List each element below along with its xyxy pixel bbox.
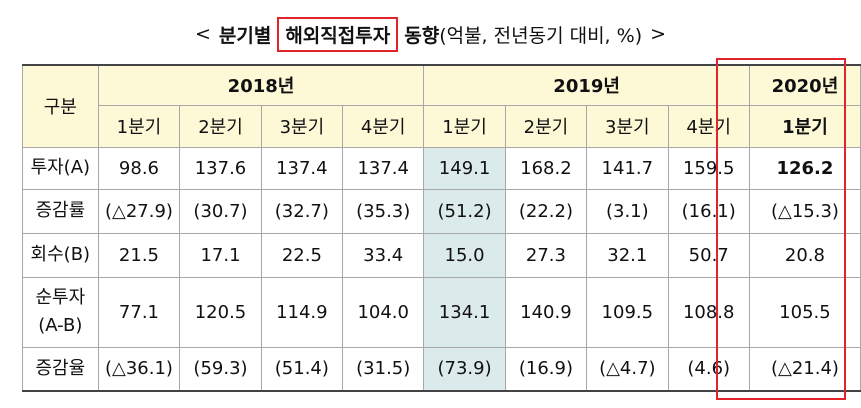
table-cell: (31.5)	[342, 346, 425, 392]
table-cell: (3.1)	[586, 188, 669, 234]
table-caption: < 분기별 해외직접투자 동향 (억불, 전년동기 대비, %) >	[0, 16, 861, 52]
table-cell: (32.7)	[260, 188, 344, 234]
table-cell: 33.4	[342, 232, 425, 278]
row-label-line1: 순투자	[35, 287, 86, 308]
table-cell: 141.7	[586, 146, 669, 190]
table-cell: (35.3)	[342, 188, 425, 234]
table-cell: 105.5	[748, 276, 861, 348]
table-cell: (△27.9)	[97, 188, 181, 234]
fdi-quarterly-table: 구분 2018년 2019년 2020년 1분기 2분기 3분기 4분기 1분기…	[22, 64, 861, 392]
row-label-line2: (A-B)	[38, 315, 83, 336]
row-label: 회수(B)	[22, 232, 99, 278]
year-header-2020: 2020년	[748, 64, 861, 106]
table-cell: (△15.3)	[748, 188, 861, 234]
table-cell: 17.1	[179, 232, 262, 278]
table-cell: 27.3	[504, 232, 588, 278]
quarter-header: 3분기	[586, 104, 669, 148]
caption-open-bracket: <	[194, 23, 211, 45]
quarter-header: 1분기	[748, 104, 861, 148]
quarter-header: 4분기	[667, 104, 750, 148]
table-cell: 159.5	[667, 146, 750, 190]
caption-close-bracket: >	[650, 23, 667, 45]
quarter-header: 2분기	[504, 104, 588, 148]
quarter-header: 4분기	[342, 104, 425, 148]
table-row: 회수(B) 21.5 17.1 22.5 33.4 15.0 27.3 32.1…	[22, 232, 861, 278]
caption-part2: 동향	[404, 24, 440, 47]
table-cell: 50.7	[667, 232, 750, 278]
table-cell: (73.9)	[423, 346, 506, 392]
table-row: 투자(A) 98.6 137.6 137.4 137.4 149.1 168.2…	[22, 146, 861, 190]
table-cell: 137.4	[342, 146, 425, 190]
row-label: 순투자 (A-B)	[22, 276, 99, 348]
caption-unit: (억불, 전년동기 대비, %)	[439, 24, 643, 47]
caption-part1: 분기별	[218, 24, 272, 47]
table-cell: 104.0	[342, 276, 425, 348]
quarter-header: 1분기	[97, 104, 181, 148]
table-cell: (△4.7)	[586, 346, 669, 392]
year-header-2018: 2018년	[97, 64, 425, 106]
year-header-2019: 2019년	[423, 64, 750, 106]
table-cell: 98.6	[97, 146, 181, 190]
quarter-header: 2분기	[179, 104, 262, 148]
table-cell: 137.6	[179, 146, 262, 190]
table-cell: 108.8	[667, 276, 750, 348]
table-cell: (51.4)	[260, 346, 344, 392]
row-label: 투자(A)	[22, 146, 99, 190]
table-cell: (4.6)	[667, 346, 750, 392]
table-cell: 134.1	[423, 276, 506, 348]
table-row: 증감율 (△36.1) (59.3) (51.4) (31.5) (73.9) …	[22, 346, 861, 392]
table-cell: (59.3)	[179, 346, 262, 392]
row-label: 증감율	[22, 346, 99, 392]
row-label: 증감률	[22, 188, 99, 234]
table-cell: 126.2	[748, 146, 861, 190]
table-cell: 137.4	[260, 146, 344, 190]
table-cell: 32.1	[586, 232, 669, 278]
quarter-header: 3분기	[260, 104, 344, 148]
table-cell: (△36.1)	[97, 346, 181, 392]
table-row: 증감률 (△27.9) (30.7) (32.7) (35.3) (51.2) …	[22, 188, 861, 234]
table-row: 순투자 (A-B) 77.1 120.5 114.9 104.0 134.1 1…	[22, 276, 861, 348]
table-cell: (22.2)	[504, 188, 588, 234]
table-cell: 109.5	[586, 276, 669, 348]
table-cell: 21.5	[97, 232, 181, 278]
table-cell: 168.2	[504, 146, 588, 190]
table-cell: 77.1	[97, 276, 181, 348]
table-cell: 15.0	[423, 232, 506, 278]
table-cell: 22.5	[260, 232, 344, 278]
table-cell: 120.5	[179, 276, 262, 348]
table-cell: (30.7)	[179, 188, 262, 234]
table-cell: (16.1)	[667, 188, 750, 234]
table-cell: (16.9)	[504, 346, 588, 392]
table-cell: 20.8	[748, 232, 861, 278]
table-cell: 140.9	[504, 276, 588, 348]
table-cell: (△21.4)	[748, 346, 861, 392]
caption-highlight: 해외직접투자	[277, 16, 399, 52]
corner-header: 구분	[22, 64, 99, 148]
table-cell: (51.2)	[423, 188, 506, 234]
table-cell: 114.9	[260, 276, 344, 348]
quarter-header: 1분기	[423, 104, 506, 148]
table-cell: 149.1	[423, 146, 506, 190]
